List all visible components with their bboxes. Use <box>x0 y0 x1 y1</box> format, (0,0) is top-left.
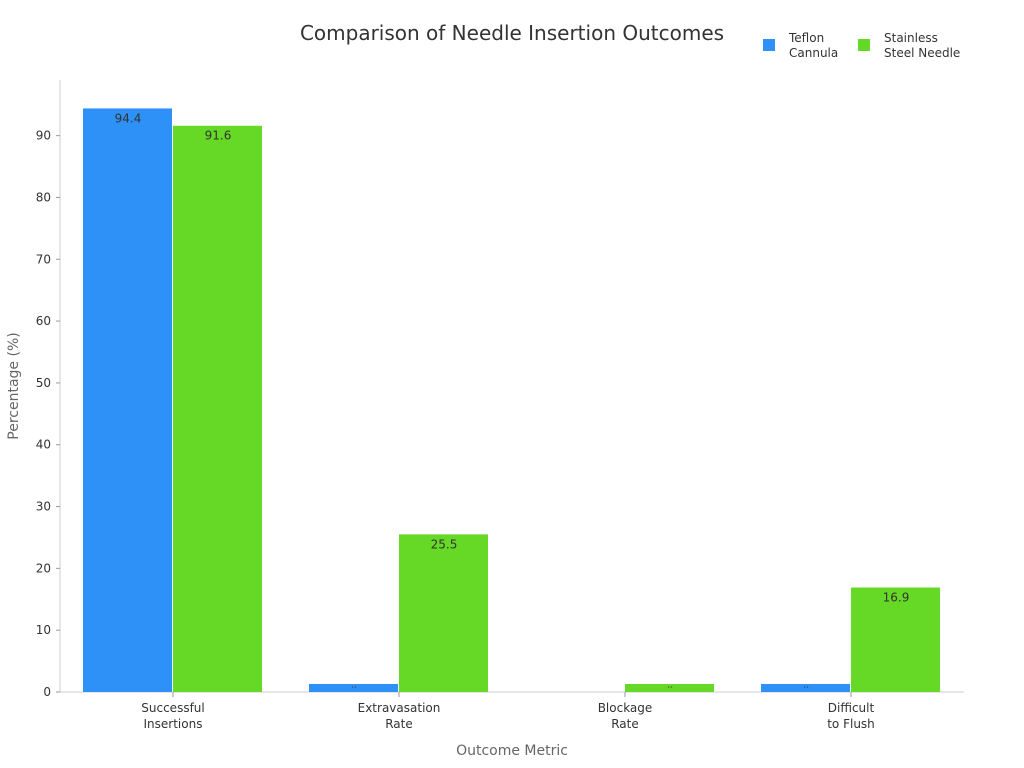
x-tick-label-line: Rate <box>611 717 639 731</box>
x-tick-label: Blockage Rate <box>598 701 653 731</box>
legend-swatch <box>858 39 870 51</box>
bar-data-label: 1.3 <box>804 685 809 689</box>
bar <box>83 108 172 693</box>
bar <box>761 683 850 692</box>
x-tick-label-line: Insertions <box>144 717 203 731</box>
bar-data-label: 1.3 <box>352 685 357 689</box>
bar-labels: 94.4 91.6 1.3 25.5 1.3 1.3 16.9 <box>115 111 910 689</box>
x-tick-label: Difficult to Flush <box>827 701 875 731</box>
y-tick-label: 40 <box>36 438 51 452</box>
bar <box>851 587 940 692</box>
x-tick-label-line: to Flush <box>827 717 875 731</box>
legend-swatch <box>763 39 775 51</box>
y-axis-title: Percentage (%) <box>6 332 22 439</box>
bar <box>309 683 398 692</box>
bar <box>625 683 714 692</box>
bar-data-label: 16.9 <box>883 591 910 605</box>
chart-title: Comparison of Needle Insertion Outcomes <box>300 21 724 45</box>
legend-label: Teflon Cannula <box>788 31 838 60</box>
bar <box>173 125 262 692</box>
y-axis: 0 10 20 30 40 50 60 70 80 90 <box>36 80 61 699</box>
bar-data-label: 1.3 <box>668 685 673 689</box>
x-tick-label-line: Extravasation <box>358 701 441 715</box>
y-tick-label: 90 <box>36 129 51 143</box>
legend: Teflon Cannula Stainless Steel Needle <box>763 31 960 60</box>
bar-data-label: 91.6 <box>205 129 232 143</box>
legend-label-line: Teflon <box>788 31 824 45</box>
legend-label-line: Stainless <box>884 31 938 45</box>
x-tick-label-line: Successful <box>141 701 204 715</box>
y-tick-label: 10 <box>36 623 51 637</box>
y-tick-label: 50 <box>36 376 51 390</box>
x-tick-label: Extravasation Rate <box>358 701 441 731</box>
bar-data-label: 25.5 <box>431 537 458 551</box>
y-tick-label: 20 <box>36 561 51 575</box>
x-tick-label-line: Blockage <box>598 701 653 715</box>
bar-data-label: 94.4 <box>115 111 142 125</box>
bar <box>399 534 488 692</box>
y-tick-label: 70 <box>36 252 51 266</box>
x-tick-label-line: Rate <box>385 717 413 731</box>
legend-label-line: Cannula <box>789 46 838 60</box>
x-axis-title: Outcome Metric <box>456 743 568 759</box>
y-tick-label: 60 <box>36 314 51 328</box>
legend-label-line: Steel Needle <box>884 46 960 60</box>
y-tick-label: 30 <box>36 500 51 514</box>
bars <box>83 108 940 693</box>
x-tick-label: Successful Insertions <box>141 701 204 731</box>
y-tick-label: 0 <box>43 685 51 699</box>
x-tick-label-line: Difficult <box>828 701 875 715</box>
legend-label: Stainless Steel Needle <box>884 31 960 60</box>
y-tick-label: 80 <box>36 190 51 204</box>
